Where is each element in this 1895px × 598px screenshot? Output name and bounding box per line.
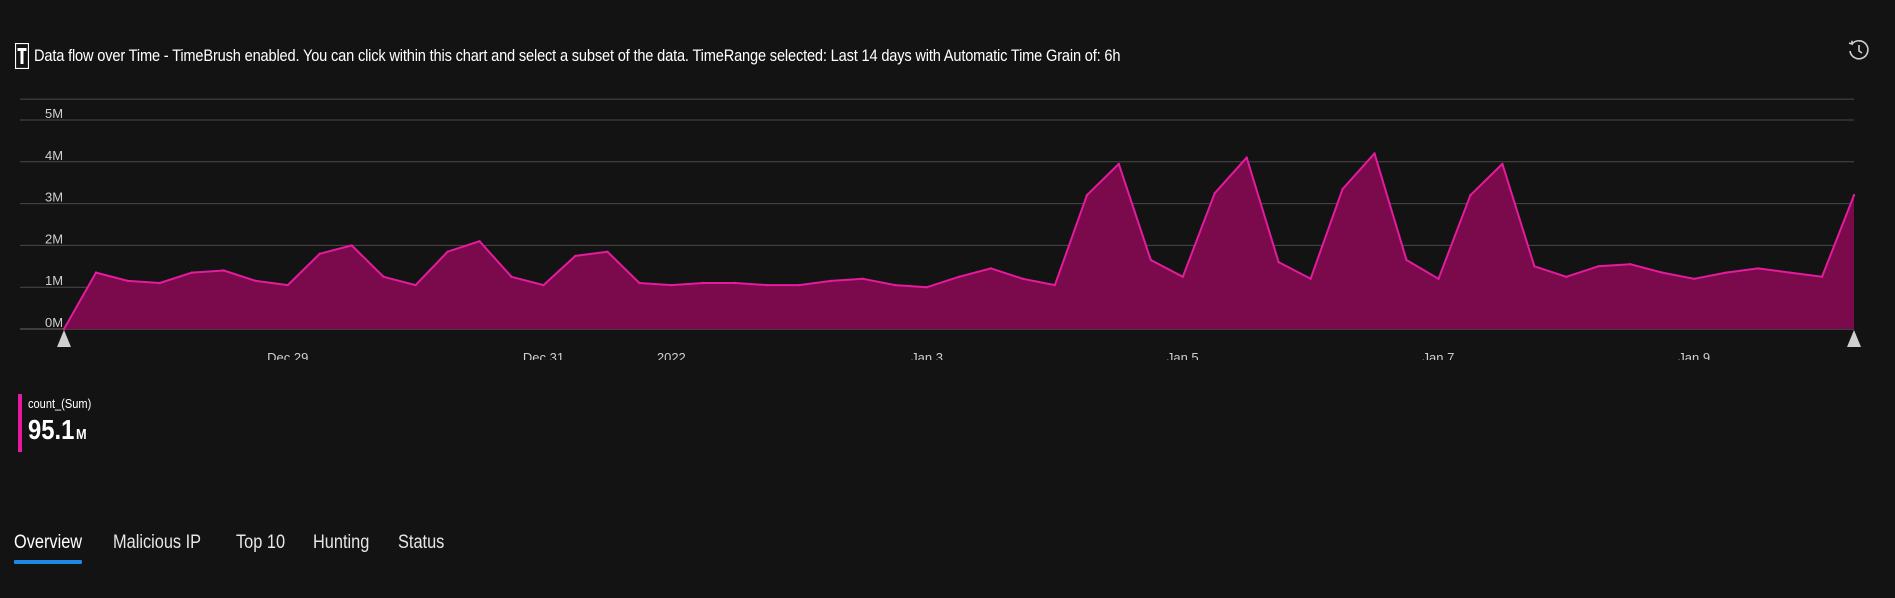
data-point xyxy=(351,244,353,246)
tab-overview[interactable]: Overview xyxy=(14,532,82,564)
data-point xyxy=(63,328,65,330)
y-tick-label: 3M xyxy=(45,190,63,205)
tab-bar: Overview Malicious IP Top 10 Hunting Sta… xyxy=(14,532,472,580)
data-point xyxy=(734,282,736,284)
tab-status[interactable]: Status xyxy=(398,532,444,564)
area-chart[interactable]: 0M 1M 2M 3M 4M 5M Dec 29 Dec 31 2022 Jan 3 Jan 5 J… xyxy=(0,0,1895,360)
y-tick-label: 1M xyxy=(45,273,63,288)
data-point xyxy=(1118,163,1120,165)
data-point xyxy=(414,284,416,286)
data-point xyxy=(191,271,193,273)
data-point xyxy=(255,280,257,282)
legend-total-unit: M xyxy=(76,426,87,443)
data-point xyxy=(95,271,97,273)
x-tick-label: Dec 29 xyxy=(267,350,308,360)
data-point xyxy=(798,284,800,286)
data-point xyxy=(159,282,161,284)
data-point xyxy=(670,284,672,286)
data-point xyxy=(958,276,960,278)
y-tick-label: 5M xyxy=(45,106,63,121)
data-point xyxy=(1469,194,1471,196)
data-point xyxy=(1277,261,1279,263)
x-tick-label: 2022 xyxy=(657,350,686,360)
data-point xyxy=(1565,276,1567,278)
brush-handle-left[interactable] xyxy=(57,330,71,347)
data-point xyxy=(606,251,608,253)
data-point xyxy=(926,286,928,288)
time-brush-handles[interactable] xyxy=(57,330,1861,347)
x-tick-label: Jan 5 xyxy=(1167,350,1199,360)
data-point xyxy=(287,284,289,286)
data-point xyxy=(638,282,640,284)
tab-hunting[interactable]: Hunting xyxy=(313,532,369,564)
data-point xyxy=(702,282,704,284)
y-tick-label: 2M xyxy=(45,231,63,246)
data-point xyxy=(1054,284,1056,286)
data-point xyxy=(1501,163,1503,165)
x-tick-label: Jan 9 xyxy=(1678,350,1710,360)
y-tick-label: 0M xyxy=(45,315,63,330)
tab-top-10[interactable]: Top 10 xyxy=(236,532,285,564)
data-point xyxy=(446,251,448,253)
data-point xyxy=(127,280,129,282)
x-tick-label: Dec 31 xyxy=(523,350,564,360)
data-point xyxy=(1757,267,1759,269)
data-point xyxy=(1821,276,1823,278)
data-point xyxy=(1437,278,1439,280)
data-point xyxy=(542,284,544,286)
data-point xyxy=(319,253,321,255)
legend: count_(Sum) 95.1 M xyxy=(18,394,102,452)
series-area-fill xyxy=(64,153,1854,329)
legend-total-value: 95.1 xyxy=(28,414,74,445)
data-point xyxy=(1693,278,1695,280)
data-point xyxy=(1086,194,1088,196)
data-point xyxy=(1246,156,1248,158)
data-point xyxy=(1405,259,1407,261)
data-point xyxy=(1597,265,1599,267)
series-area xyxy=(63,152,1855,330)
data-point xyxy=(862,278,864,280)
y-tick-label: 4M xyxy=(45,148,63,163)
tab-malicious-ip[interactable]: Malicious IP xyxy=(113,532,201,564)
data-point xyxy=(1789,271,1791,273)
data-point xyxy=(1373,152,1375,154)
data-point xyxy=(1214,192,1216,194)
brush-handle-right[interactable] xyxy=(1847,330,1861,347)
data-point xyxy=(1533,265,1535,267)
data-point xyxy=(1150,259,1152,261)
y-axis-ticks: 0M 1M 2M 3M 4M 5M xyxy=(45,106,63,330)
data-point xyxy=(1341,188,1343,190)
data-point xyxy=(1661,271,1663,273)
data-point xyxy=(830,280,832,282)
data-point xyxy=(1725,271,1727,273)
data-point xyxy=(478,240,480,242)
data-point xyxy=(382,276,384,278)
data-point xyxy=(223,269,225,271)
data-point xyxy=(990,267,992,269)
data-point xyxy=(574,255,576,257)
data-point xyxy=(1309,278,1311,280)
data-point xyxy=(1022,278,1024,280)
data-point xyxy=(766,284,768,286)
x-tick-label: Jan 3 xyxy=(911,350,943,360)
x-tick-label: Jan 7 xyxy=(1423,350,1455,360)
legend-series-name: count_(Sum) xyxy=(28,396,91,411)
data-point xyxy=(1629,263,1631,265)
data-point xyxy=(894,284,896,286)
x-axis-ticks: Dec 29 Dec 31 2022 Jan 3 Jan 5 Jan 7 Jan 9 xyxy=(267,350,1710,360)
legend-total: 95.1 M xyxy=(28,414,91,446)
data-point xyxy=(1853,194,1855,196)
data-point xyxy=(510,276,512,278)
data-point xyxy=(1182,276,1184,278)
